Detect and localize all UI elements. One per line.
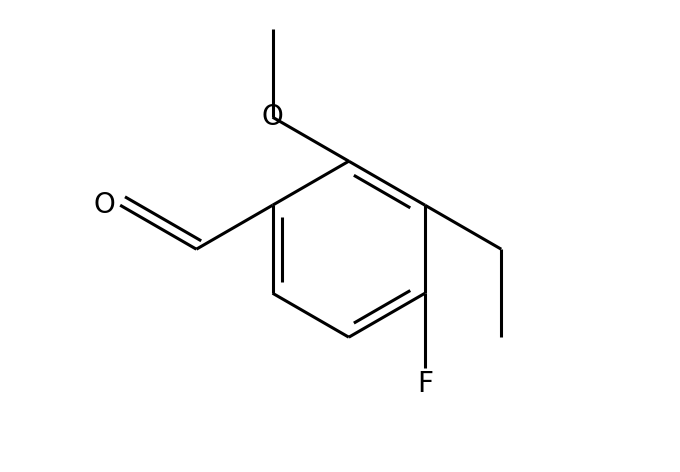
- Text: O: O: [93, 191, 115, 219]
- Text: F: F: [417, 370, 433, 398]
- Text: O: O: [262, 103, 284, 131]
